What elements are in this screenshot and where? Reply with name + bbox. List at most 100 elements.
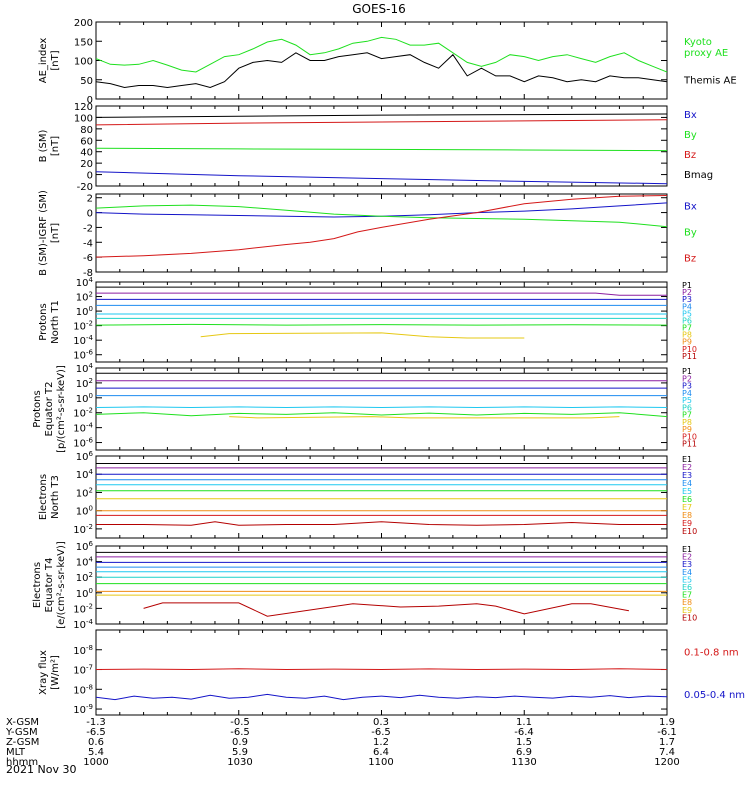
- orbit-value: -6.5: [371, 727, 391, 738]
- legend-entry: 0.1-0.8 nm: [684, 648, 739, 659]
- series-line-0-05-0-4-nm: [96, 693, 667, 701]
- y-tick-label: -2: [83, 223, 93, 234]
- orbit-value: 1.7: [659, 737, 675, 748]
- series-line-bmag: [96, 113, 667, 118]
- panel-frame: [95, 629, 668, 716]
- legend-entry: E3: [682, 560, 692, 569]
- series-line-e10: [96, 521, 667, 526]
- y-tick-label: 0: [87, 171, 93, 182]
- y-tick-label: 10-2: [73, 523, 93, 536]
- y-tick-label: 106: [76, 540, 94, 553]
- orbit-value: -6.5: [86, 727, 106, 738]
- y-tick-label: 2: [87, 194, 93, 205]
- orbit-value: 1000: [83, 757, 108, 768]
- legend-entry: By: [684, 228, 697, 239]
- legend-entry: P6: [682, 316, 692, 325]
- y-tick-label: 10-4: [73, 334, 93, 347]
- y-tick-label: 10-2: [73, 320, 93, 333]
- orbit-value: 5.9: [232, 747, 248, 758]
- y-axis-label: Protons: [38, 303, 49, 340]
- y-tick-label: 102: [76, 377, 93, 390]
- y-tick-label: 150: [74, 37, 93, 48]
- legend-entry: Bx: [684, 110, 697, 121]
- y-axis-label: Electrons: [32, 562, 43, 608]
- legend-entry: P2: [682, 288, 692, 297]
- legend-entry: P1: [682, 367, 692, 376]
- legend-entry: P11: [682, 440, 697, 449]
- series-line-bz: [96, 119, 667, 126]
- y-axis-label: B (SM)-IGRF (SM): [38, 190, 49, 276]
- y-tick-label: 102: [76, 291, 93, 304]
- legend-entry: E5: [682, 575, 692, 584]
- orbit-row-label: Y-GSM: [5, 727, 38, 738]
- orbit-row-label: Z-GSM: [6, 737, 39, 748]
- y-tick-label: 102: [76, 571, 93, 584]
- orbit-value: -6.1: [657, 727, 677, 738]
- legend-entry: E10: [682, 527, 697, 536]
- y-axis-label: Electrons: [38, 474, 49, 520]
- series-line-kyoto-proxy-ae: [96, 36, 667, 73]
- legend-entry: Bmag: [684, 170, 713, 181]
- legend-entry: 0.05-0.4 nm: [684, 690, 745, 701]
- legend-entry: E9: [682, 519, 692, 528]
- orbit-value: 7.4: [659, 747, 675, 758]
- series-line-0-1-0-8-nm: [96, 668, 667, 671]
- orbit-value: 6.9: [516, 747, 532, 758]
- legend-entry: P10: [682, 345, 697, 354]
- legend-entry: E2: [682, 463, 692, 472]
- y-tick-label: 104: [76, 556, 94, 569]
- legend-entry: E5: [682, 487, 692, 496]
- orbit-row-label: hhmm: [6, 757, 38, 768]
- y-axis-label: [p/(cm²-s-sr-keV)]: [56, 365, 67, 453]
- legend-entry: P10: [682, 432, 697, 441]
- orbit-value: 1200: [654, 757, 679, 768]
- legend-entry: P5: [682, 309, 692, 318]
- y-tick-label: 10-2: [73, 407, 93, 420]
- y-tick-label: 10-6: [73, 437, 93, 450]
- series-line-themis-ae: [96, 52, 667, 89]
- series-line-e10: [143, 602, 629, 617]
- y-tick-label: 100: [76, 392, 93, 405]
- y-axis-label: [e/(cm²-s-sr-keV)]: [56, 541, 67, 629]
- series-line-bx: [96, 171, 667, 185]
- series-line-by: [96, 204, 667, 228]
- orbit-value: 1.2: [373, 737, 389, 748]
- legend-entry: P9: [682, 338, 692, 347]
- orbit-value: 5.4: [88, 747, 104, 758]
- legend-entry: By: [684, 130, 697, 141]
- legend-entry: P6: [682, 403, 692, 412]
- legend-entry: Bz: [684, 254, 696, 265]
- y-axis-label: Protons: [32, 390, 43, 427]
- panel-7: 106 104 102 100 10-2 10-4 Electrons Equator T4[…: [32, 540, 697, 631]
- y-tick-label: -20: [77, 182, 93, 193]
- legend-entry: E7: [682, 591, 692, 600]
- y-tick-label: 104: [76, 468, 94, 481]
- legend-entry: E9: [682, 606, 692, 615]
- orbit-value: -1.3: [86, 717, 106, 728]
- orbit-value: 0.9: [232, 737, 248, 748]
- orbit-value: 1.9: [659, 717, 675, 728]
- y-tick-label: 100: [76, 305, 93, 318]
- y-tick-label: 100: [76, 505, 93, 518]
- series-line-by: [96, 147, 667, 152]
- y-tick-label: 10-4: [73, 618, 93, 631]
- legend-entry: E8: [682, 598, 692, 607]
- legend-entry: P1: [682, 281, 692, 290]
- y-tick-label: -8: [83, 268, 93, 279]
- legend-entry: E1: [682, 455, 692, 464]
- orbit-value: -6.5: [230, 727, 250, 738]
- panel-frame: [95, 21, 668, 100]
- legend-entry: Kyoto: [684, 37, 712, 48]
- legend-entry: E4: [682, 479, 692, 488]
- legend-entry: P2: [682, 374, 692, 383]
- legend-entry: P8: [682, 331, 692, 340]
- legend-entry: P7: [682, 324, 692, 333]
- legend-entry: E6: [682, 583, 692, 592]
- y-tick-label: 0: [87, 95, 93, 106]
- orbit-row-label: MLT: [6, 747, 26, 758]
- series-line-p2: [96, 292, 667, 296]
